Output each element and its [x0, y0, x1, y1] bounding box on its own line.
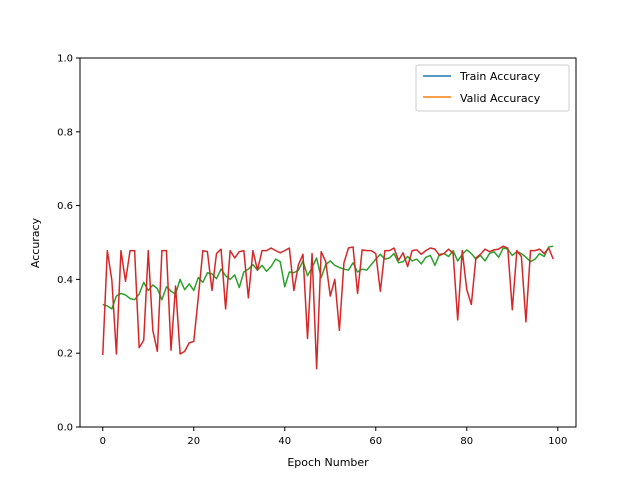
y-tick-label: 0.8	[57, 127, 73, 138]
plot-frame	[79, 57, 577, 428]
x-tick-label: 100	[548, 436, 567, 447]
legend-label-train: Train Accuracy	[459, 70, 541, 83]
series-line-1	[102, 245, 554, 310]
x-tick-label: 40	[278, 436, 291, 447]
y-tick-label: 0.2	[57, 349, 73, 360]
y-tick-label: 0.4	[57, 275, 73, 286]
series-layer	[102, 245, 554, 370]
y-tick-label: 0.6	[57, 201, 73, 212]
y-tick-label: 0.0	[57, 423, 73, 434]
x-tick-label: 60	[369, 436, 382, 447]
legend-label-valid: Valid Accuracy	[460, 92, 541, 105]
x-tick-label: 80	[460, 436, 473, 447]
x-axis-label: Epoch Number	[287, 456, 369, 469]
axes-layer: 0 20 40 60 80 100 0.0 0.2 0.4 0.6 0.8 1.0	[57, 54, 577, 447]
x-tick-label: 20	[187, 436, 200, 447]
legend-box	[415, 64, 570, 112]
y-axis-label: Accuracy	[29, 217, 42, 268]
x-tick-label: 0	[100, 436, 106, 447]
series-line-2	[102, 245, 554, 370]
legend: Train Accuracy Valid Accuracy	[415, 64, 570, 112]
y-tick-label: 1.0	[57, 54, 73, 65]
